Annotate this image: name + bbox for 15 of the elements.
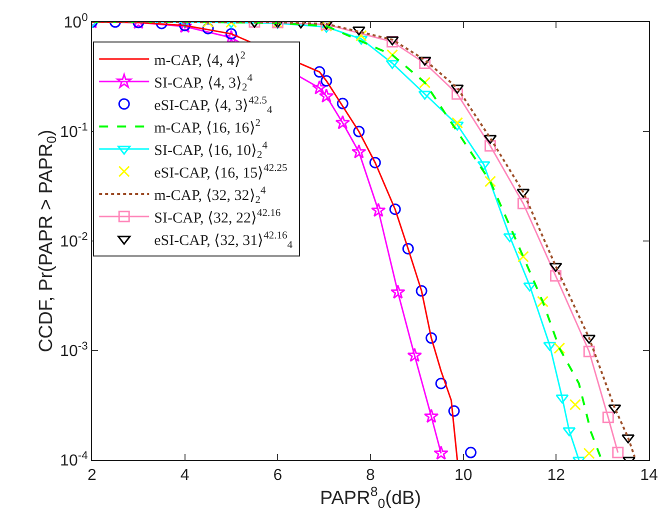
y-tick-label: 10$^{-1}$ <box>60 121 88 142</box>
y-tick-label: 10$^{-2}$ <box>60 230 88 251</box>
x-tick-label: 12 <box>547 467 566 484</box>
y-tick-label: 10$^{0}$ <box>64 12 88 32</box>
legend-label: m-CAP, ⟨16, 16⟩$^{2}$ <box>154 118 261 136</box>
y-tick-label: 10$^{-3}$ <box>60 340 88 360</box>
x-tick-label: 14 <box>640 467 658 484</box>
x-tick-label: 6 <box>273 467 282 484</box>
x-tick-label: 4 <box>180 467 190 484</box>
x-tick-label: 8 <box>366 467 376 484</box>
x-axis-title: PAPR$^{8}$$_{0}$(dB) <box>320 484 422 512</box>
y-tick-label: 10$^{-4}$ <box>60 450 88 470</box>
legend-label: m-CAP, ⟨4, 4⟩$^{2}$ <box>154 50 246 69</box>
x-tick-label: 2 <box>88 467 97 484</box>
x-tick-label: 10 <box>454 467 472 484</box>
